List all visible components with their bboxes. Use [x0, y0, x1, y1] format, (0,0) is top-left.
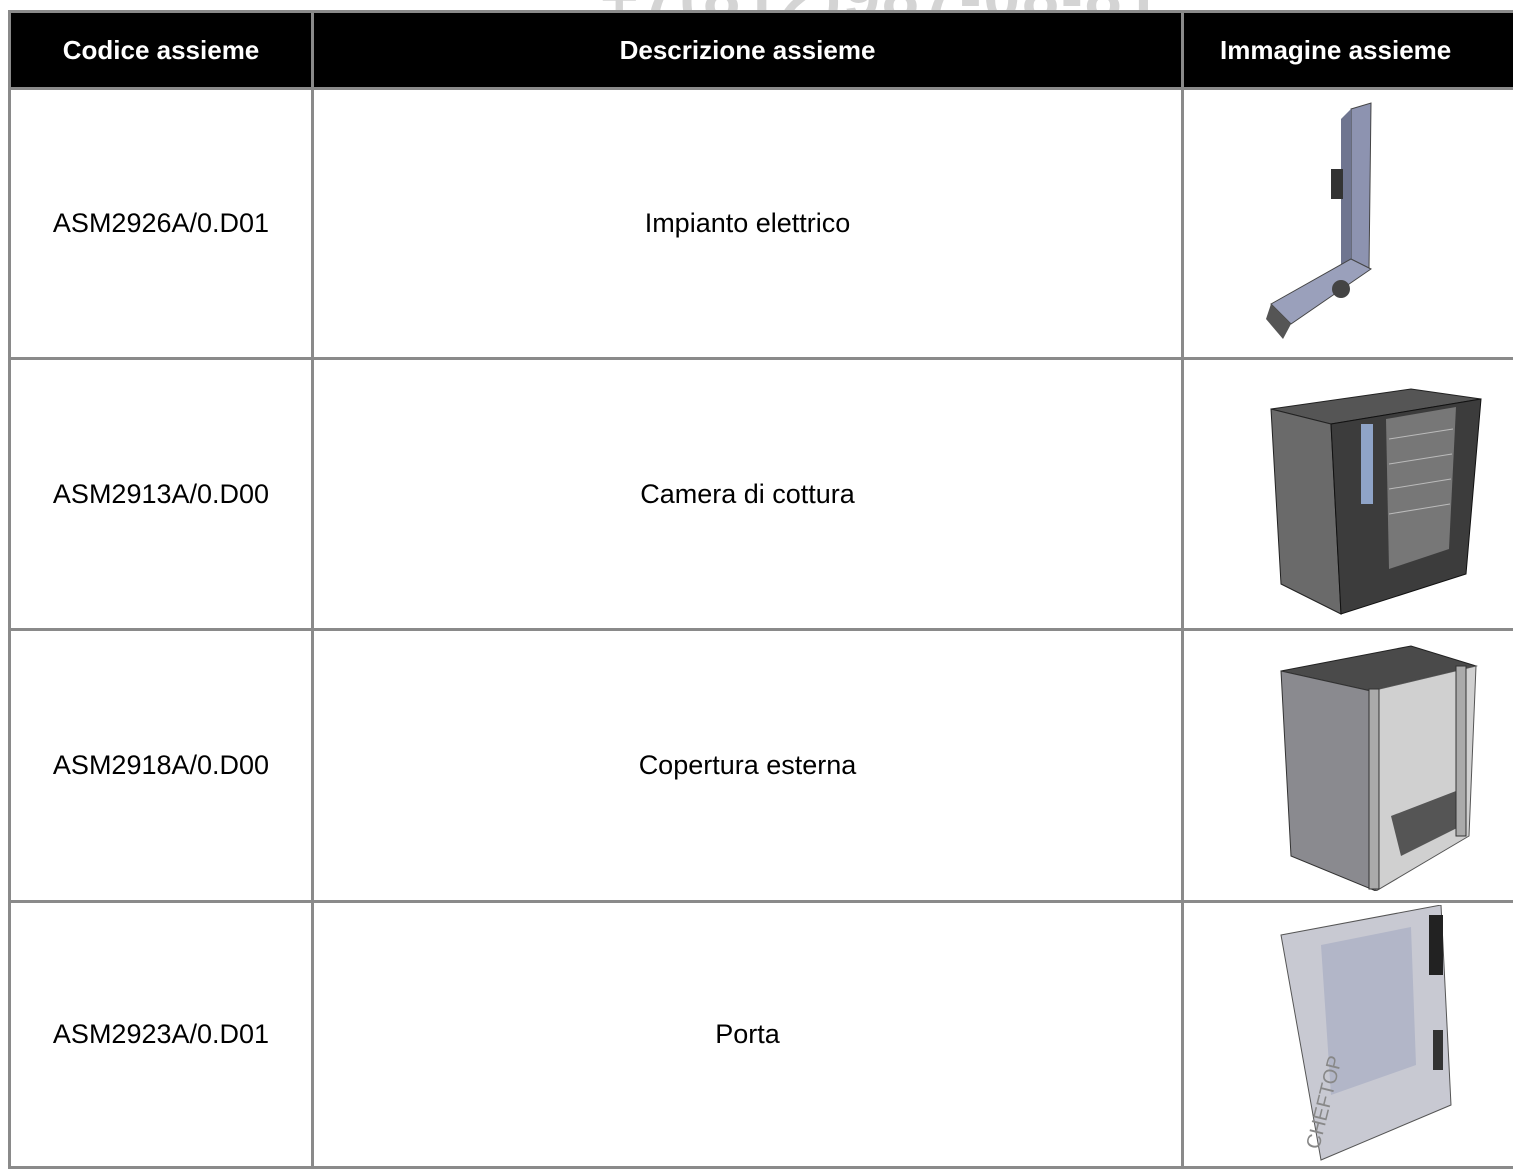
image-electrical	[1211, 99, 1501, 349]
description-cell: Copertura esterna	[313, 630, 1183, 902]
header-cell: Codice assieme	[10, 12, 313, 89]
code-cell: ASM2918A/0.D00	[10, 630, 313, 902]
description-cell: Impianto elettrico	[313, 89, 1183, 359]
description-cell: Camera di cottura	[313, 359, 1183, 630]
image-door: CHEFTOP	[1211, 905, 1501, 1165]
row: ASM2926A/0.D01 Impianto elettrico	[10, 89, 1513, 359]
image-cell: CHEFTOP	[1183, 902, 1513, 1168]
image-cell	[1183, 89, 1513, 359]
image-cell	[1183, 359, 1513, 630]
code-cell: ASM2913A/0.D00	[10, 359, 313, 630]
row: ASM2923A/0.D01 Porta CHEFTOP	[10, 902, 1513, 1168]
code-cell: ASM2926A/0.D01	[10, 89, 313, 359]
header-row: Codice assieme Descrizione assieme Immag…	[10, 12, 1513, 89]
image-cell	[1183, 630, 1513, 902]
image-cover	[1211, 641, 1501, 891]
description-cell: Porta	[313, 902, 1183, 1168]
assembly-table: Codice assieme Descrizione assieme Immag…	[8, 10, 1513, 1169]
header-cell: Descrizione assieme	[313, 12, 1183, 89]
header-cell: Immagine assieme	[1183, 12, 1513, 89]
row: ASM2918A/0.D00 Copertura esterna	[10, 630, 1513, 902]
code-cell: ASM2923A/0.D01	[10, 902, 313, 1168]
row: ASM2913A/0.D00 Camera di cottura	[10, 359, 1513, 630]
image-chamber	[1211, 369, 1501, 619]
